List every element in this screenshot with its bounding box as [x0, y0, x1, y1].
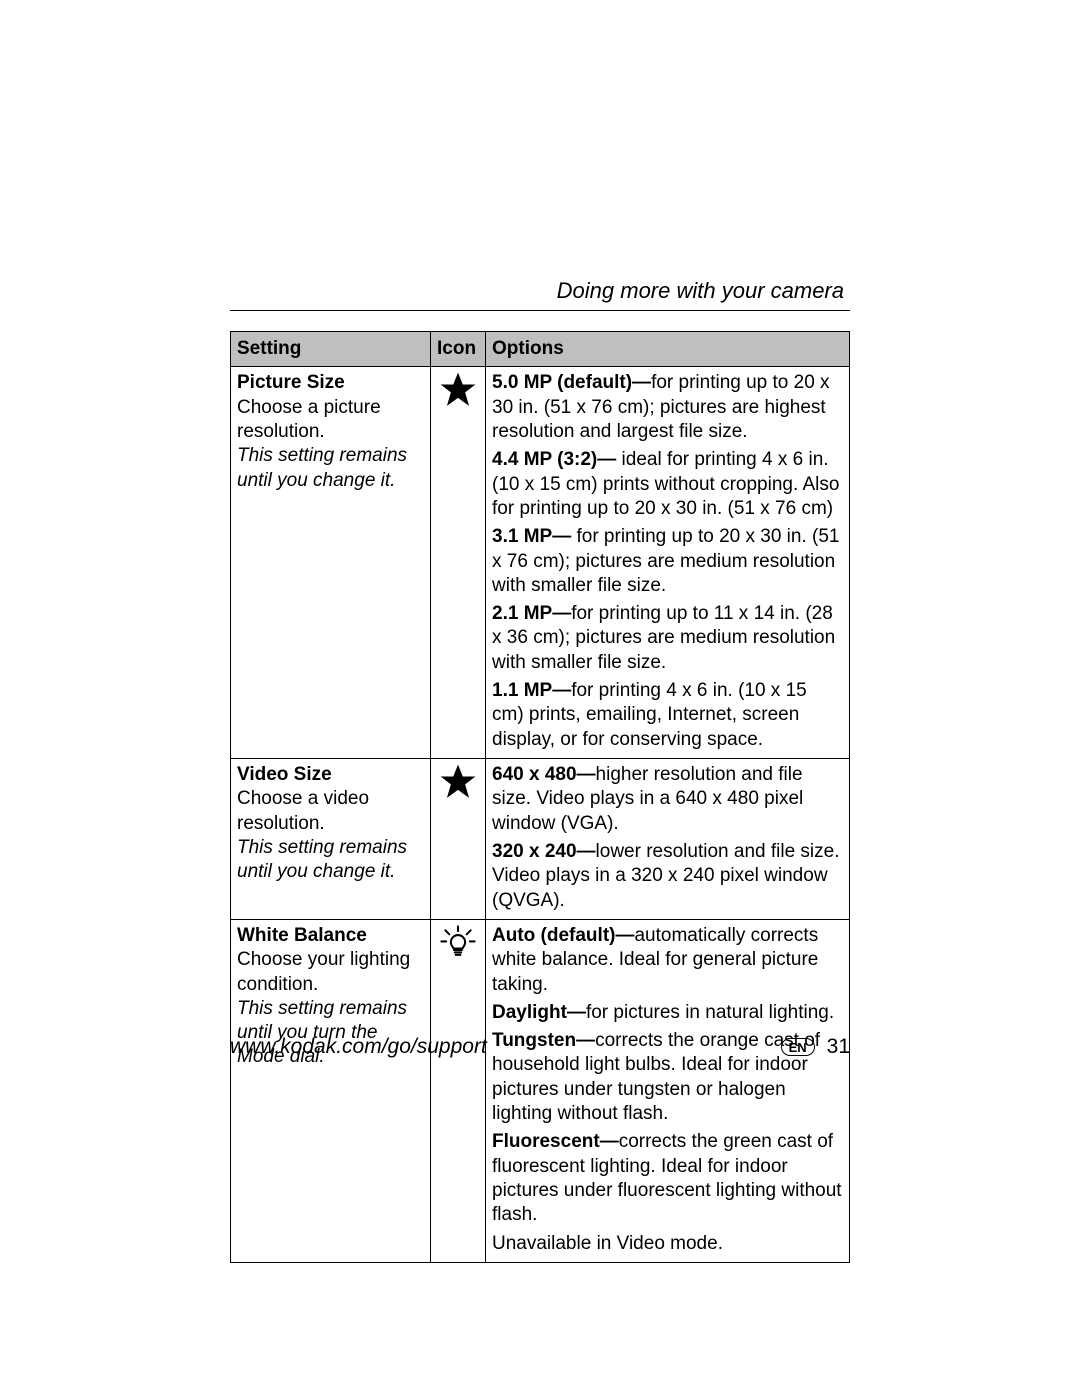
option-item: 2.1 MP—for printing up to 11 x 14 in. (2…: [492, 602, 843, 675]
setting-note: This setting remains until you change it…: [237, 836, 424, 885]
setting-title: Video Size: [237, 763, 424, 787]
option-bold: 4.4 MP (3:2)—: [492, 449, 616, 470]
option-text: Unavailable in Video mode.: [492, 1233, 723, 1254]
option-item: 640 x 480—higher resolution and file siz…: [492, 763, 843, 836]
table-header-row: Setting Icon Options: [231, 332, 850, 367]
icon-cell: [431, 759, 486, 920]
setting-desc: Choose your lighting condition.: [237, 948, 424, 997]
options-cell: 640 x 480—higher resolution and file siz…: [486, 759, 850, 920]
option-item: Fluorescent—corrects the green cast of f…: [492, 1130, 843, 1227]
footer-right: EN 31: [781, 1035, 850, 1059]
option-bold: 1.1 MP—: [492, 680, 571, 701]
page-number: 31: [827, 1035, 850, 1059]
table-row: White Balance Choose your lighting condi…: [231, 919, 850, 1262]
options-cell: Auto (default)—automatically corrects wh…: [486, 919, 850, 1262]
option-bold: 5.0 MP (default)—: [492, 372, 651, 393]
setting-title: Picture Size: [237, 371, 424, 395]
setting-cell: White Balance Choose your lighting condi…: [231, 919, 431, 1262]
page-footer: www.kodak.com/go/support EN 31: [230, 1035, 850, 1059]
option-bold: 2.1 MP—: [492, 603, 571, 624]
option-item: 320 x 240—lower resolution and file size…: [492, 840, 843, 913]
option-item: Unavailable in Video mode.: [492, 1232, 843, 1256]
setting-desc: Choose a video resolution.: [237, 787, 424, 836]
section-title: Doing more with your camera: [230, 278, 850, 311]
option-bold: 640 x 480—: [492, 764, 596, 785]
settings-table: Setting Icon Options Picture Size Choose…: [230, 331, 850, 1263]
icon-cell: [431, 919, 486, 1262]
options-cell: 5.0 MP (default)—for printing up to 20 x…: [486, 367, 850, 759]
option-text: for pictures in natural lighting.: [586, 1002, 834, 1023]
icon-cell: [431, 367, 486, 759]
option-bold: 320 x 240—: [492, 841, 596, 862]
setting-note: This setting remains until you change it…: [237, 444, 424, 493]
col-header-icon: Icon: [431, 332, 486, 367]
option-item: 3.1 MP— for printing up to 20 x 30 in. (…: [492, 525, 843, 598]
option-bold: Auto (default)—: [492, 925, 634, 946]
option-item: Daylight—for pictures in natural lightin…: [492, 1001, 843, 1025]
option-item: Auto (default)—automatically corrects wh…: [492, 924, 843, 997]
table-row: Video Size Choose a video resolution. Th…: [231, 759, 850, 920]
language-badge: EN: [781, 1038, 815, 1056]
option-bold: Fluorescent—: [492, 1131, 619, 1152]
setting-desc: Choose a picture resolution.: [237, 396, 424, 445]
footer-url: www.kodak.com/go/support: [230, 1035, 487, 1059]
star-icon: [439, 763, 477, 801]
setting-cell: Picture Size Choose a picture resolution…: [231, 367, 431, 759]
col-header-setting: Setting: [231, 332, 431, 367]
col-header-options: Options: [486, 332, 850, 367]
option-item: 1.1 MP—for printing 4 x 6 in. (10 x 15 c…: [492, 679, 843, 752]
option-item: 5.0 MP (default)—for printing up to 20 x…: [492, 371, 843, 444]
manual-page: Doing more with your camera Setting Icon…: [0, 0, 1080, 1397]
setting-title: White Balance: [237, 924, 424, 948]
option-bold: Daylight—: [492, 1002, 586, 1023]
option-bold: 3.1 MP—: [492, 526, 571, 547]
option-item: 4.4 MP (3:2)— ideal for printing 4 x 6 i…: [492, 448, 843, 521]
setting-cell: Video Size Choose a video resolution. Th…: [231, 759, 431, 920]
star-icon: [439, 371, 477, 409]
table-row: Picture Size Choose a picture resolution…: [231, 367, 850, 759]
white-balance-icon: [439, 924, 477, 962]
